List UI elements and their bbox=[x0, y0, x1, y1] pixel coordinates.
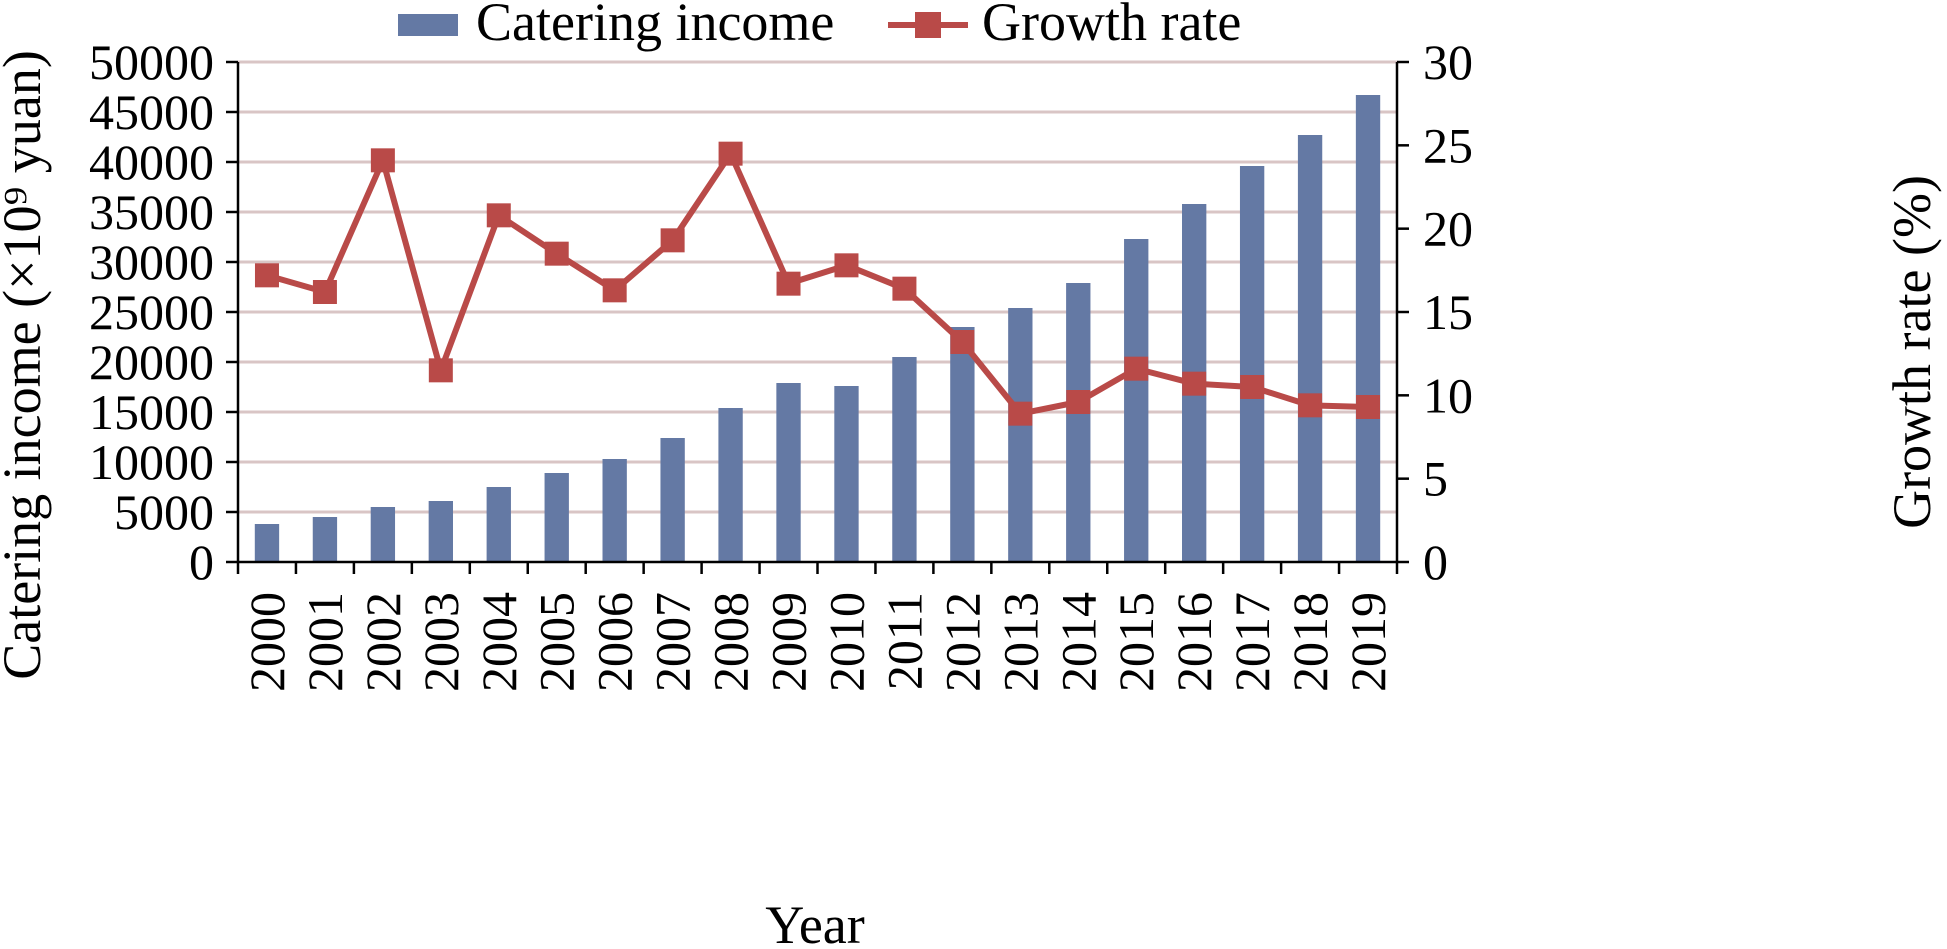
growth-marker-2007 bbox=[660, 228, 685, 253]
bar-2010 bbox=[834, 386, 859, 562]
bar-2019 bbox=[1355, 95, 1381, 562]
left-axis-ticks: 0500010000150002000025000300003500040000… bbox=[89, 34, 238, 590]
x-tick-label: 2018 bbox=[1282, 592, 1338, 692]
bar-2014 bbox=[1066, 283, 1091, 562]
x-tick-label: 2001 bbox=[297, 592, 353, 692]
bar-2009 bbox=[776, 383, 801, 562]
bar-2018 bbox=[1297, 135, 1323, 562]
bar-2005 bbox=[544, 473, 569, 562]
growth-marker-2012 bbox=[950, 330, 975, 354]
y-axis-title-left: Catering income (×10⁹ yuan) bbox=[0, 50, 52, 680]
growth-marker-2017 bbox=[1240, 375, 1265, 399]
left-tick-label: 50000 bbox=[89, 34, 214, 90]
legend-label-catering-income: Catering income bbox=[476, 0, 834, 52]
x-tick-label: 2007 bbox=[645, 592, 701, 692]
right-tick-label: 5 bbox=[1423, 451, 1448, 507]
x-tick-label: 2016 bbox=[1166, 592, 1222, 692]
y-axis-title-right: Growth rate (%) bbox=[1882, 175, 1942, 529]
x-tick-label: 2009 bbox=[761, 592, 817, 692]
bar-2012 bbox=[950, 327, 975, 562]
x-axis-title: Year bbox=[765, 895, 865, 949]
growth-marker-2019 bbox=[1356, 395, 1381, 419]
bar-2013 bbox=[1008, 308, 1033, 562]
x-tick-label: 2004 bbox=[471, 592, 527, 692]
x-tick-label: 2003 bbox=[413, 592, 469, 692]
legend-label-growth-rate: Growth rate bbox=[982, 0, 1241, 52]
growth-marker-2000 bbox=[254, 263, 279, 288]
right-tick-label: 20 bbox=[1423, 201, 1473, 257]
bar-2000 bbox=[254, 524, 280, 562]
growth-marker-2002 bbox=[370, 148, 395, 173]
growth-marker-2009 bbox=[776, 271, 801, 296]
bar-2015 bbox=[1124, 239, 1149, 562]
x-axis-ticks: 2000 2001 2002 2003 2004 2005 2006 2007 2008 2009… bbox=[236, 562, 1399, 692]
bar-2007 bbox=[660, 438, 685, 562]
growth-marker-2008 bbox=[718, 141, 743, 166]
bar-2002 bbox=[370, 507, 396, 562]
line-series-growth-rate bbox=[254, 141, 1381, 426]
bar-2008 bbox=[718, 408, 743, 562]
x-tick-label: 2006 bbox=[587, 592, 643, 692]
growth-marker-2003 bbox=[428, 358, 453, 383]
growth-marker-2014 bbox=[1066, 390, 1091, 414]
growth-marker-2015 bbox=[1124, 356, 1149, 381]
x-tick-label: 2011 bbox=[876, 592, 932, 690]
bar-2003 bbox=[428, 501, 453, 562]
growth-marker-2010 bbox=[834, 253, 859, 278]
bar-series-catering-income bbox=[254, 95, 1381, 562]
x-tick-label: 2015 bbox=[1108, 592, 1164, 692]
grid-lines bbox=[238, 60, 1397, 514]
bar-2011 bbox=[892, 357, 917, 562]
growth-marker-2011 bbox=[892, 276, 917, 301]
growth-marker-2018 bbox=[1298, 393, 1323, 418]
x-tick-label: 2014 bbox=[1050, 592, 1106, 692]
growth-marker-2005 bbox=[544, 241, 569, 266]
x-tick-label: 2017 bbox=[1224, 592, 1280, 692]
x-tick-label: 2010 bbox=[818, 592, 874, 692]
right-tick-label: 15 bbox=[1423, 284, 1473, 340]
growth-marker-2016 bbox=[1182, 371, 1207, 396]
left-tick-label: 0 bbox=[189, 534, 214, 590]
bar-2004 bbox=[486, 487, 511, 562]
x-tick-label: 2000 bbox=[239, 592, 295, 692]
bar-2001 bbox=[312, 517, 338, 562]
left-tick-label: 25000 bbox=[89, 284, 214, 340]
left-tick-label: 15000 bbox=[89, 384, 214, 440]
growth-marker-2004 bbox=[486, 203, 511, 228]
left-tick-label: 30000 bbox=[89, 234, 214, 290]
legend: Catering income Growth rate bbox=[398, 0, 1241, 52]
x-tick-label: 2002 bbox=[355, 592, 411, 692]
legend-swatch-catering-income bbox=[398, 14, 458, 36]
right-axis-ticks: 0 5 10 15 20 25 30 bbox=[1397, 34, 1473, 590]
growth-marker-2013 bbox=[1008, 401, 1033, 426]
growth-marker-2006 bbox=[602, 278, 627, 303]
x-tick-label: 2013 bbox=[992, 592, 1048, 692]
left-tick-label: 35000 bbox=[89, 184, 214, 240]
growth-marker-2001 bbox=[312, 280, 337, 304]
x-tick-label: 2012 bbox=[934, 592, 990, 692]
bar-2006 bbox=[602, 459, 627, 562]
bar-2017 bbox=[1239, 166, 1265, 562]
right-tick-label: 10 bbox=[1423, 367, 1473, 423]
right-tick-label: 30 bbox=[1423, 34, 1473, 90]
x-tick-label: 2019 bbox=[1340, 592, 1396, 692]
left-tick-label: 40000 bbox=[89, 134, 214, 190]
left-tick-label: 45000 bbox=[89, 84, 214, 140]
legend-marker-growth-rate bbox=[915, 12, 941, 38]
right-tick-label: 25 bbox=[1423, 117, 1473, 173]
x-tick-label: 2008 bbox=[703, 592, 759, 692]
left-tick-label: 10000 bbox=[89, 434, 214, 490]
left-tick-label: 20000 bbox=[89, 334, 214, 390]
right-tick-label: 0 bbox=[1423, 534, 1448, 590]
x-tick-label: 2005 bbox=[529, 592, 585, 692]
left-tick-label: 5000 bbox=[114, 484, 214, 540]
